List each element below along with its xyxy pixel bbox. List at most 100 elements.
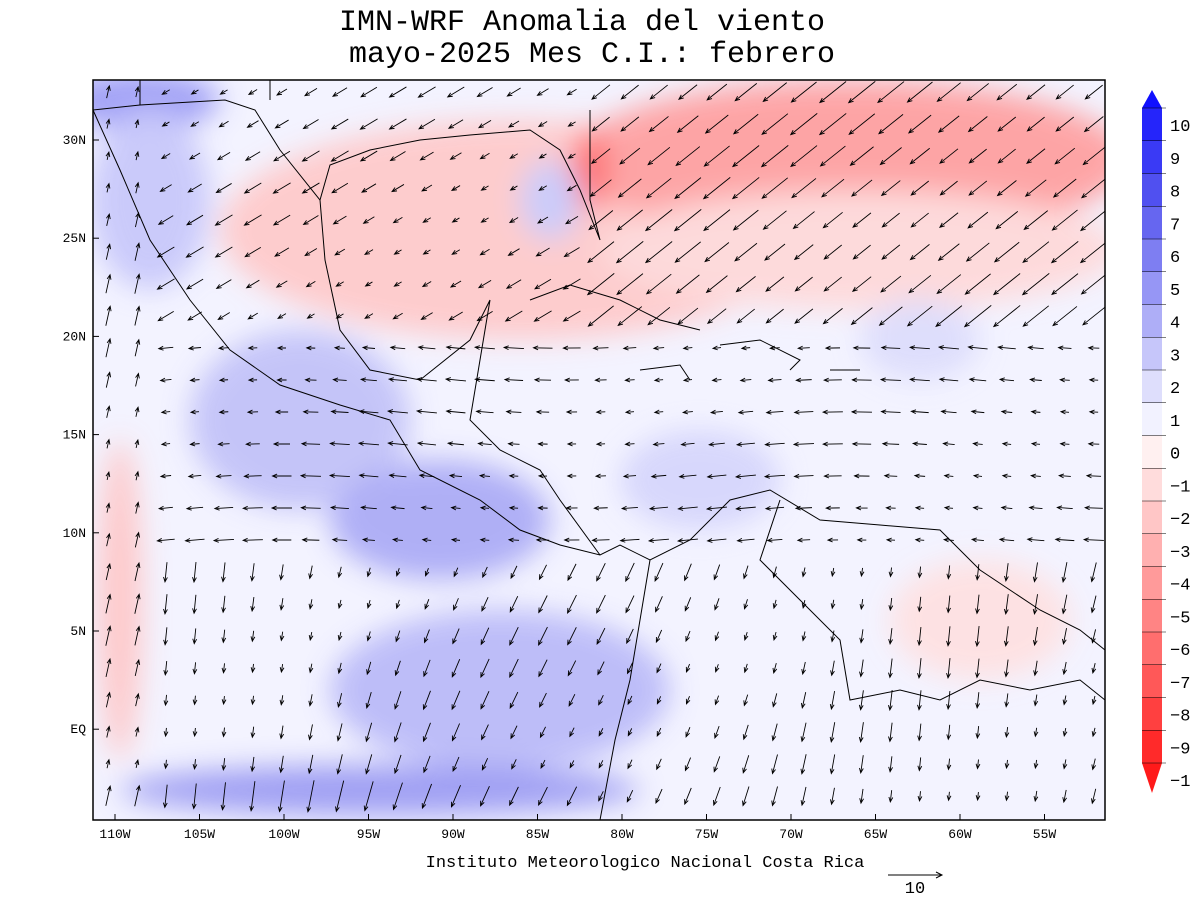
wind-arrow	[588, 210, 614, 231]
colorbar-label: 7	[1170, 216, 1180, 235]
wind-arrow	[938, 377, 959, 382]
wind-arrow	[859, 599, 865, 611]
wind-arrow	[247, 345, 258, 351]
wind-arrow	[275, 280, 288, 288]
wind-arrow	[301, 182, 320, 194]
colorbar-label: 10	[1170, 118, 1190, 137]
wind-arrow	[562, 278, 581, 290]
wind-arrow	[105, 502, 111, 513]
wind-arrow	[328, 473, 350, 479]
wind-arrow	[711, 377, 722, 383]
wind-arrow	[708, 441, 725, 447]
wind-arrow	[537, 473, 548, 479]
wind-arrow	[185, 505, 204, 511]
wind-arrow	[508, 120, 520, 128]
wind-arrow	[792, 211, 815, 230]
wind-arrow	[535, 537, 550, 543]
wind-arrow	[881, 212, 900, 228]
wind-arrow	[946, 658, 951, 680]
wind-arrow	[331, 87, 348, 97]
wind-arrow	[888, 756, 893, 773]
wind-arrow	[393, 722, 402, 743]
wind-arrow	[1082, 306, 1105, 326]
wind-arrow	[387, 377, 407, 382]
wind-arrow	[743, 631, 749, 641]
wind-arrow	[365, 691, 372, 710]
wind-arrow	[598, 728, 604, 737]
wind-arrow	[532, 345, 553, 351]
wind-arrow	[420, 505, 433, 511]
wind-arrow	[451, 659, 461, 678]
wind-arrow	[105, 243, 112, 260]
wind-arrow	[936, 274, 962, 295]
wind-arrow	[566, 473, 577, 479]
wind-arrow	[569, 760, 575, 769]
wind-arrow	[106, 405, 111, 418]
wind-arrow	[450, 505, 461, 511]
wind-arrow	[393, 281, 402, 287]
wind-arrow	[481, 758, 489, 771]
wind-arrow	[366, 661, 372, 676]
wind-arrow	[308, 565, 313, 580]
colorbar-segment	[1142, 271, 1162, 305]
x-tick-label: 95W	[357, 827, 381, 842]
wind-arrow	[772, 631, 778, 642]
colorbar-label: −4	[1170, 577, 1190, 596]
wind-arrow	[105, 758, 111, 769]
wind-arrow	[1088, 377, 1099, 383]
wind-arrow	[943, 505, 954, 511]
wind-arrow	[1030, 441, 1041, 447]
colorbar-segment	[1142, 566, 1162, 600]
wind-arrow	[880, 180, 901, 197]
wind-arrow	[793, 473, 814, 479]
wind-arrow	[761, 113, 789, 136]
wind-arrow	[279, 598, 285, 611]
wind-arrow	[509, 786, 519, 807]
wind-arrow	[859, 788, 864, 805]
wind-arrow	[331, 537, 348, 543]
wind-arrow	[644, 241, 673, 264]
wind-arrow	[910, 212, 929, 228]
wind-arrow	[537, 121, 548, 128]
wind-arrow	[105, 562, 112, 581]
wind-arrow	[1004, 759, 1010, 770]
wind-arrow	[536, 88, 549, 96]
wind-arrow	[337, 566, 343, 579]
wind-arrow	[771, 786, 778, 807]
wind-arrow	[594, 377, 607, 383]
wind-arrow	[221, 695, 227, 706]
wind-arrow	[743, 694, 749, 707]
wind-arrow	[274, 409, 289, 415]
wind-arrow	[794, 308, 814, 324]
wind-arrow	[1055, 116, 1075, 132]
wind-arrow	[473, 345, 495, 350]
wind-arrow	[830, 599, 836, 610]
wind-arrow	[247, 312, 258, 320]
wind-arrow	[566, 441, 577, 447]
wind-arrow	[279, 564, 284, 581]
wind-arrow	[1029, 377, 1042, 383]
wind-arrow	[445, 409, 466, 414]
wind-arrow	[279, 725, 285, 740]
wind-arrow	[392, 216, 403, 224]
wind-arrow	[505, 279, 522, 289]
wind-arrow	[852, 345, 871, 351]
wind-arrow	[909, 147, 930, 165]
wind-arrow	[743, 565, 749, 580]
wind-arrow	[388, 118, 407, 130]
wind-arrow	[592, 345, 609, 351]
wind-arrow	[302, 409, 319, 415]
wind-arrow	[215, 183, 232, 194]
wind-arrow	[447, 119, 464, 129]
wind-arrow	[713, 564, 721, 581]
wind-arrow	[163, 594, 168, 615]
wind-arrow	[192, 727, 198, 738]
wind-arrow	[648, 506, 668, 511]
wind-arrow	[1024, 179, 1047, 197]
wind-arrow	[217, 312, 230, 321]
wind-arrow	[1022, 241, 1050, 264]
wind-arrow	[711, 345, 722, 351]
wind-arrow	[1052, 306, 1078, 327]
wind-arrow	[134, 726, 140, 737]
x-tick-label: 70W	[779, 827, 803, 842]
